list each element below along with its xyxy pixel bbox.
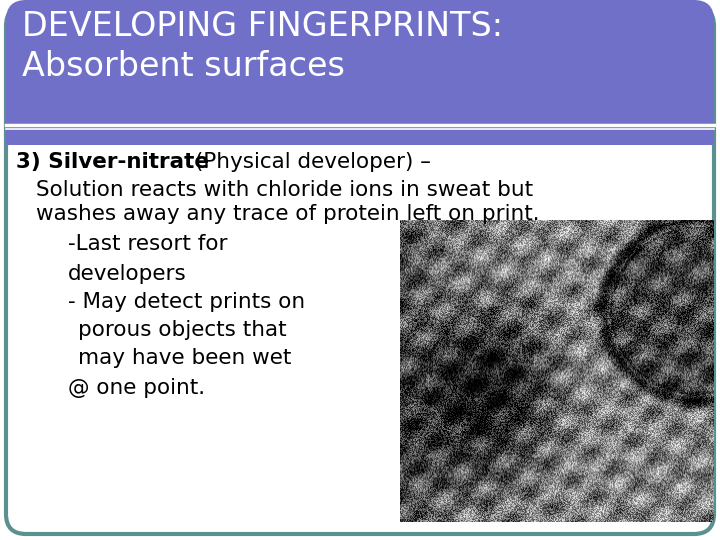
Text: washes away any trace of protein left on print.: washes away any trace of protein left on… (36, 204, 539, 224)
Text: Absorbent surfaces: Absorbent surfaces (22, 50, 345, 83)
Text: 3) Silver-nitrate: 3) Silver-nitrate (16, 152, 209, 172)
Text: @ one point.: @ one point. (68, 378, 205, 398)
Text: porous objects that: porous objects that (78, 320, 287, 340)
FancyBboxPatch shape (6, 0, 714, 145)
Text: may have been wet: may have been wet (78, 348, 292, 368)
Text: developers: developers (68, 264, 186, 284)
Text: (Physical developer) –: (Physical developer) – (188, 152, 431, 172)
Text: - May detect prints on: - May detect prints on (68, 292, 305, 312)
FancyBboxPatch shape (6, 6, 714, 534)
Text: DEVELOPING FINGERPRINTS:: DEVELOPING FINGERPRINTS: (22, 10, 503, 43)
Text: Solution reacts with chloride ions in sweat but: Solution reacts with chloride ions in sw… (36, 180, 533, 200)
Text: -Last resort for: -Last resort for (68, 234, 228, 254)
Bar (6, 125, 714, 145)
